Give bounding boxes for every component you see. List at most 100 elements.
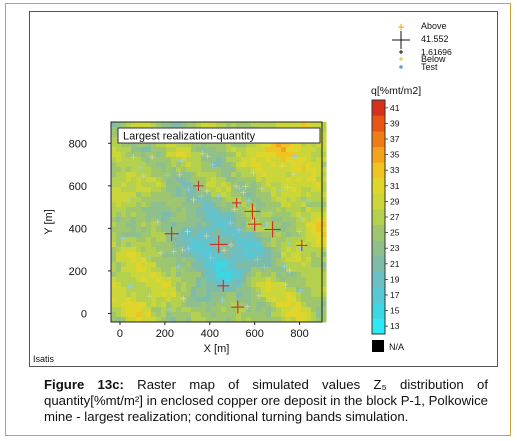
raster-cell xyxy=(281,162,287,168)
raster-cell xyxy=(321,127,327,133)
raster-cell xyxy=(291,262,297,268)
raster-cell xyxy=(216,122,222,128)
raster-cell xyxy=(301,252,307,258)
raster-cell xyxy=(291,187,297,193)
raster-cell xyxy=(211,197,217,203)
raster-cell xyxy=(291,247,297,253)
raster-cell xyxy=(156,177,162,183)
raster-cell xyxy=(316,157,322,163)
raster-cell xyxy=(281,237,287,243)
raster-cell xyxy=(286,317,292,323)
raster-cell xyxy=(291,302,297,308)
raster-cell xyxy=(296,317,302,323)
raster-cell xyxy=(151,167,157,173)
raster-cell xyxy=(216,292,222,298)
raster-cell xyxy=(171,282,177,288)
raster-cell xyxy=(191,227,197,233)
raster-cell xyxy=(211,307,217,313)
raster-cell xyxy=(156,212,162,218)
raster-cell xyxy=(266,267,272,273)
raster-cell xyxy=(236,212,242,218)
raster-cell xyxy=(286,202,292,208)
raster-cell xyxy=(286,177,292,183)
raster-cell xyxy=(251,177,257,183)
raster-cell xyxy=(186,282,192,288)
raster-cell xyxy=(251,262,257,268)
raster-cell xyxy=(266,237,272,243)
raster-cell xyxy=(216,267,222,273)
raster-cell xyxy=(246,232,252,238)
raster-cell xyxy=(126,312,132,318)
raster-cell xyxy=(271,242,277,248)
raster-cell xyxy=(311,202,317,208)
raster-cell xyxy=(221,167,227,173)
raster-cell xyxy=(186,162,192,168)
raster-cell xyxy=(206,242,212,248)
raster-cell xyxy=(161,152,167,158)
raster-cell xyxy=(136,292,142,298)
raster-cell xyxy=(316,152,322,158)
raster-cell xyxy=(121,302,127,308)
raster-cell xyxy=(311,157,317,163)
raster-cell xyxy=(311,122,317,128)
raster-cell xyxy=(286,187,292,193)
raster-cell xyxy=(111,237,117,243)
raster-cell xyxy=(156,242,162,248)
raster-cell xyxy=(271,257,277,263)
raster-cell xyxy=(161,162,167,168)
raster-cell xyxy=(236,267,242,273)
raster-cell xyxy=(131,292,137,298)
raster-cell xyxy=(301,302,307,308)
raster-cell xyxy=(266,152,272,158)
raster-cell xyxy=(196,217,202,223)
raster-cell xyxy=(146,122,152,128)
raster-cell xyxy=(146,162,152,168)
raster-cell xyxy=(126,227,132,233)
raster-cell xyxy=(121,222,127,228)
sample-marker xyxy=(245,197,252,204)
raster-cell xyxy=(166,267,172,273)
raster-cell xyxy=(261,147,267,153)
raster-cell xyxy=(291,202,297,208)
raster-cell xyxy=(146,287,152,293)
raster-cell xyxy=(231,232,237,238)
raster-cell xyxy=(321,312,327,318)
raster-cell xyxy=(176,242,182,248)
raster-cell xyxy=(291,167,297,173)
raster-cell xyxy=(306,182,312,188)
raster-cell xyxy=(116,312,122,318)
raster-cell xyxy=(111,172,117,178)
raster-cell xyxy=(271,247,277,253)
raster-cell xyxy=(316,122,322,128)
raster-cell xyxy=(291,277,297,283)
raster-cell xyxy=(226,252,232,258)
raster-cell xyxy=(241,147,247,153)
raster-cell xyxy=(286,147,292,153)
raster-cell xyxy=(306,157,312,163)
raster-cell xyxy=(211,152,217,158)
raster-cell xyxy=(141,292,147,298)
raster-cell xyxy=(321,137,327,143)
raster-cell xyxy=(186,122,192,128)
raster-cell xyxy=(211,262,217,268)
raster-cell xyxy=(231,222,237,228)
raster-cell xyxy=(241,282,247,288)
raster-cell xyxy=(291,307,297,313)
raster-cell xyxy=(286,182,292,188)
raster-cell xyxy=(181,257,187,263)
raster-cell xyxy=(291,182,297,188)
raster-cell xyxy=(186,212,192,218)
raster-cell xyxy=(146,172,152,178)
raster-cell xyxy=(116,167,122,173)
raster-cell xyxy=(146,237,152,243)
y-tick-label: 0 xyxy=(81,308,87,320)
sample-marker xyxy=(221,247,228,254)
raster-cell xyxy=(316,202,322,208)
raster-cell xyxy=(201,257,207,263)
raster-cell xyxy=(241,152,247,158)
raster-cell xyxy=(136,307,142,313)
raster-cell xyxy=(226,232,232,238)
raster-cell xyxy=(306,227,312,233)
raster-cell xyxy=(301,317,307,323)
